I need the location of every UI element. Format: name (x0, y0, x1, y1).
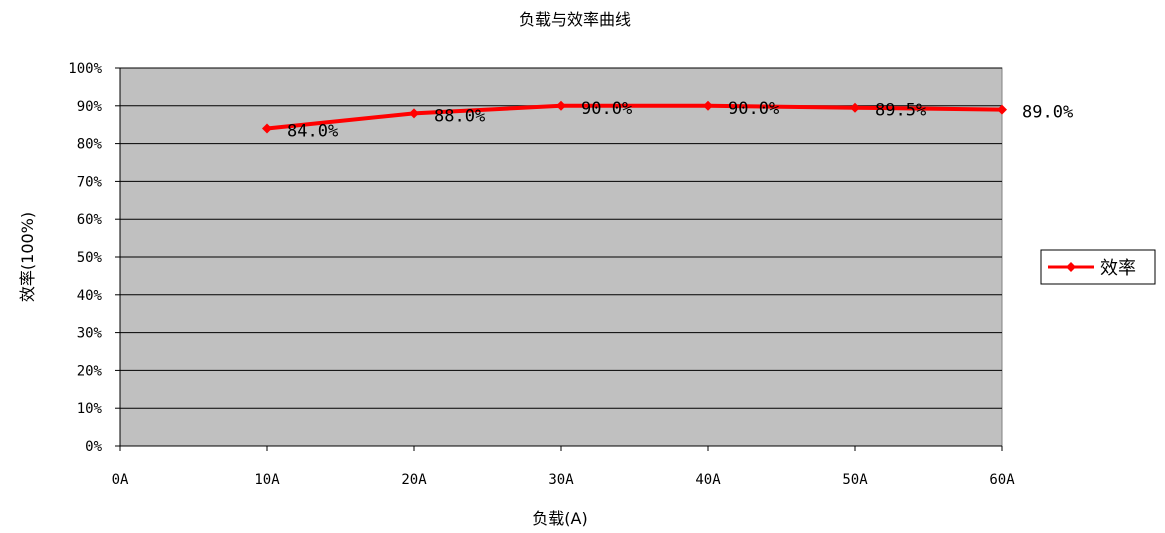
y-tick-label: 100% (68, 61, 102, 77)
x-tick-label: 40A (695, 472, 721, 488)
y-tick-label: 0% (85, 439, 102, 455)
y-tick-label: 20% (77, 363, 103, 379)
data-point-marker (850, 102, 860, 113)
data-label: 84.0% (287, 121, 338, 141)
data-point-marker (262, 123, 272, 134)
x-tick-label: 10A (254, 472, 280, 488)
y-axis-ticks: 0% 10% 20% 30% 40% 50% 60% 70% 80% 90% 100% (68, 61, 120, 455)
data-point-marker (997, 104, 1007, 115)
legend-diamond-marker (1066, 262, 1076, 272)
y-tick-label: 60% (77, 212, 103, 228)
x-axis-label: 负载(A) (532, 509, 587, 528)
data-label: 89.5% (875, 101, 926, 121)
y-tick-label: 30% (77, 326, 103, 342)
data-label: 90.0% (581, 99, 632, 119)
series-line (266, 103, 1003, 131)
x-tick-label: 50A (842, 472, 868, 488)
x-tick-label: 0A (112, 472, 129, 488)
legend: 效率 (1040, 249, 1156, 285)
data-label: 89.0% (1022, 103, 1073, 123)
data-label: 90.0% (728, 99, 779, 119)
data-point-marker (556, 100, 566, 111)
y-tick-label: 80% (77, 137, 103, 153)
y-tick-label: 40% (77, 288, 103, 304)
x-tick-label: 60A (989, 472, 1015, 488)
legend-label: 效率 (1100, 258, 1136, 279)
data-point-marker (703, 100, 713, 111)
y-axis-label: 效率(100%) (18, 212, 37, 302)
y-tick-label: 50% (77, 250, 103, 266)
y-tick-label: 10% (77, 401, 103, 417)
y-tick-label: 70% (77, 174, 103, 190)
series-efficiency (262, 100, 1007, 134)
x-tick-label: 20A (401, 472, 427, 488)
data-labels: 84.0% 88.0% 90.0% 90.0% 89.5% 89.0% (287, 99, 1073, 142)
y-tick-label: 90% (77, 99, 103, 115)
x-tick-label: 30A (548, 472, 574, 488)
x-axis-ticks: 0A 10A 20A 30A 40A 50A 60A (112, 446, 1015, 488)
chart-title: 负载与效率曲线 (519, 10, 631, 29)
data-label: 88.0% (434, 106, 485, 126)
data-point-marker (409, 108, 419, 119)
